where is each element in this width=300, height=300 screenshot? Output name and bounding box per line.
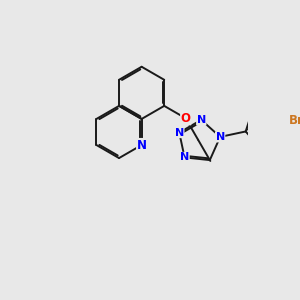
Text: N: N [180,152,189,162]
Text: Br: Br [289,114,300,127]
Text: N: N [196,115,206,125]
Text: O: O [181,112,191,125]
Text: N: N [175,128,184,138]
Text: N: N [215,132,225,142]
Text: N: N [136,139,147,152]
